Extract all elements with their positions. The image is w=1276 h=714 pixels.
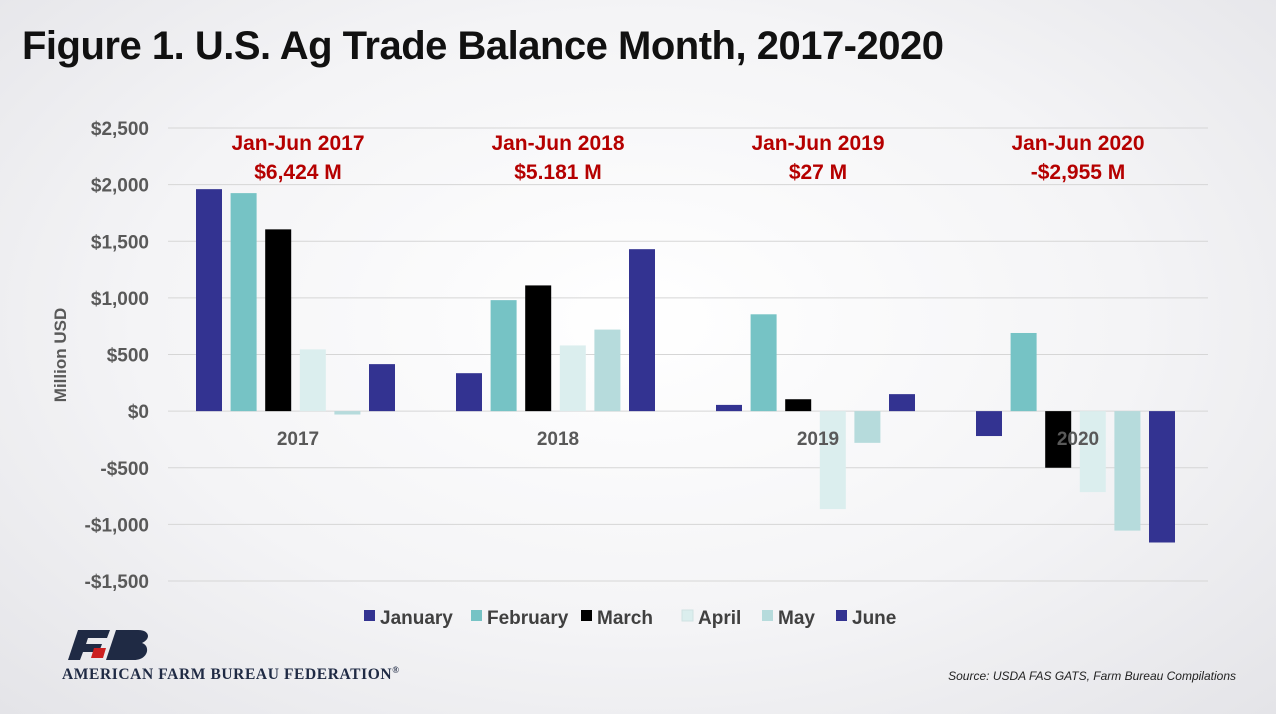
x-axis-categories: 2017 2018 2019 2020 <box>277 429 1099 450</box>
legend-swatch-june <box>836 610 847 621</box>
period-total-label: -$2,955 M <box>1031 161 1126 184</box>
bar-february-2018 <box>490 300 517 412</box>
bar-may-2017 <box>334 411 361 415</box>
period-total-label: Jan-Jun 2018 <box>491 132 624 155</box>
legend-label-march: March <box>597 608 653 629</box>
y-tick-label: $500 <box>107 346 149 367</box>
y-tick-label: -$500 <box>100 459 149 480</box>
period-total-label: $6,424 M <box>254 161 342 184</box>
afbf-logo-icon <box>68 630 148 660</box>
x-category-label: 2017 <box>277 429 319 450</box>
period-total-label: $27 M <box>789 161 847 184</box>
bar-march-2017 <box>265 229 292 412</box>
y-axis-label: Million USD <box>51 308 70 402</box>
bar-june-2017 <box>369 364 395 412</box>
y-tick-label: $0 <box>128 402 149 423</box>
bar-march-2019 <box>785 399 812 412</box>
bar-may-2018 <box>594 329 621 412</box>
legend: January February March April May June <box>364 608 896 629</box>
period-total-label: Jan-Jun 2017 <box>231 132 364 155</box>
legend-label-january: January <box>380 608 453 629</box>
source-note: Source: USDA FAS GATS, Farm Bureau Compi… <box>948 669 1236 683</box>
bar-february-2019 <box>750 314 777 412</box>
chart-title: Figure 1. U.S. Ag Trade Balance Month, 2… <box>22 24 944 68</box>
y-tick-label: $1,000 <box>91 289 149 310</box>
y-tick-label: -$1,500 <box>85 572 149 593</box>
legend-label-may: May <box>778 608 815 629</box>
bar-june-2019 <box>889 394 915 412</box>
legend-label-february: February <box>487 608 569 629</box>
legend-swatch-april <box>681 609 694 622</box>
bars <box>196 189 1175 543</box>
legend-swatch-may <box>762 610 773 621</box>
bar-january-2017 <box>196 189 222 412</box>
organization-name: AMERICAN FARM BUREAU FEDERATION® <box>62 665 400 684</box>
period-total-label: Jan-Jun 2019 <box>751 132 884 155</box>
y-tick-label: $1,500 <box>91 232 149 253</box>
bar-april-2018 <box>559 345 586 412</box>
bar-april-2019 <box>819 411 846 510</box>
x-category-label: 2020 <box>1057 429 1099 450</box>
bar-may-2019 <box>854 411 881 443</box>
legend-swatch-january <box>364 610 375 621</box>
bar-february-2017 <box>230 193 257 412</box>
y-tick-label: $2,500 <box>91 119 149 140</box>
x-category-label: 2019 <box>797 429 839 450</box>
bar-january-2019 <box>716 404 742 412</box>
y-tick-label: $2,000 <box>91 176 149 197</box>
bar-january-2020 <box>976 411 1002 437</box>
bar-june-2020 <box>1149 411 1175 543</box>
bar-may-2020 <box>1114 411 1141 531</box>
bar-january-2018 <box>456 373 482 412</box>
period-total-label: $5.181 M <box>514 161 602 184</box>
bar-march-2020 <box>1045 411 1072 468</box>
bar-june-2018 <box>629 249 655 412</box>
legend-swatch-february <box>471 610 482 621</box>
y-tick-label: -$1,000 <box>85 515 149 536</box>
bar-february-2020 <box>1010 332 1037 412</box>
period-totals: Jan-Jun 2017 $6,424 M Jan-Jun 2018 $5.181 M… <box>231 132 1144 184</box>
gridlines <box>168 127 1208 582</box>
bar-april-2017 <box>299 349 326 412</box>
legend-swatch-march <box>581 610 592 621</box>
legend-label-june: June <box>852 608 896 629</box>
period-total-label: Jan-Jun 2020 <box>1011 132 1144 155</box>
legend-label-april: April <box>698 608 741 629</box>
x-category-label: 2018 <box>537 429 579 450</box>
y-axis: $2,500 $2,000 $1,500 $1,000 $500 $0 -$500 -$1,0… <box>85 119 149 593</box>
bar-april-2020 <box>1079 411 1106 493</box>
bar-march-2018 <box>525 285 552 412</box>
